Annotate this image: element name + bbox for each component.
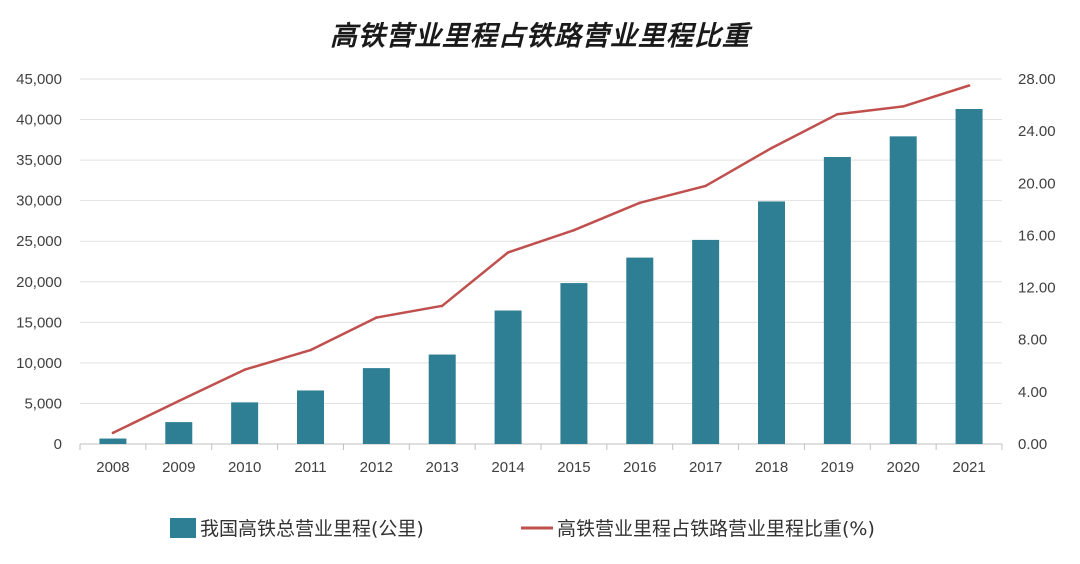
y-left-tick-label: 10,000: [16, 355, 62, 372]
bar: [889, 136, 917, 444]
y-left-tick-label: 25,000: [16, 233, 62, 250]
y-right-tick-label: 24.00: [1018, 123, 1056, 140]
bar: [692, 239, 720, 444]
y-right-tick-label: 12.00: [1018, 280, 1056, 297]
x-tick-label: 2016: [623, 459, 656, 476]
bar-series: [99, 108, 983, 445]
y-right-tick-label: 8.00: [1018, 332, 1047, 349]
grid-lines: [79, 78, 1003, 450]
line-point: [572, 228, 576, 232]
bar: [823, 156, 851, 445]
x-tick-label: 2018: [755, 459, 788, 476]
y-left-tick-label: 0: [54, 436, 62, 453]
x-tick-label: 2021: [952, 459, 985, 476]
bar: [560, 283, 588, 444]
y-right-tick-label: 16.00: [1018, 227, 1056, 244]
line-point: [506, 251, 510, 254]
y-left-tick-label: 30,000: [16, 193, 62, 210]
line-point: [901, 105, 905, 108]
y-right-tick-label: 28.00: [1018, 71, 1056, 88]
line-point: [309, 348, 312, 352]
x-axis: 2008 2009 2010 2011 2012 2013 2014 2015 2016 2017…: [96, 459, 986, 476]
x-tick-label: 2009: [162, 459, 195, 476]
line-point: [704, 184, 707, 188]
x-tick-label: 2019: [821, 459, 854, 476]
x-tick-label: 2011: [294, 459, 326, 476]
legend-bar-label: 我国高铁总营业里程(公里): [200, 518, 424, 540]
y-left-tick-label: 20,000: [16, 274, 62, 291]
chart-title: 高铁营业里程占铁路营业里程比重: [330, 21, 750, 52]
y-left-tick-label: 5,000: [24, 395, 62, 412]
y-right-axis: 0.00 4.00 8.00 12.00 16.00 20.00 24.00 28.00: [1018, 71, 1056, 453]
x-tick-label: 2008: [96, 459, 129, 476]
line-point: [375, 316, 378, 319]
line-point: [177, 399, 181, 403]
legend-line-label: 高铁营业里程占铁路营业里程比重(%): [557, 518, 875, 540]
bar: [231, 402, 259, 444]
line-point: [770, 146, 773, 150]
x-tick-label: 2020: [887, 459, 920, 476]
y-right-tick-label: 0.00: [1018, 436, 1047, 453]
y-left-tick-label: 45,000: [16, 71, 62, 88]
line-point: [967, 84, 971, 87]
bar: [362, 368, 390, 444]
y-left-tick-label: 15,000: [16, 314, 62, 331]
bar: [165, 422, 193, 444]
bar: [626, 257, 654, 444]
y-left-axis: 0 5,000 10,000 15,000 20,000 25,000 30,000 35,0…: [16, 71, 62, 453]
x-tick-label: 2010: [228, 459, 261, 476]
series-line: [112, 84, 970, 435]
bar: [99, 438, 127, 444]
x-tick-label: 2015: [557, 459, 590, 476]
y-right-tick-label: 4.00: [1018, 384, 1047, 401]
y-left-tick-label: 35,000: [16, 152, 62, 169]
bar: [494, 310, 522, 444]
line-point: [243, 368, 246, 371]
x-tick-label: 2012: [360, 459, 393, 476]
x-tick-label: 2014: [491, 459, 524, 476]
x-tick-label: 2013: [426, 459, 459, 476]
bar: [758, 201, 785, 444]
y-right-tick-label: 20.00: [1018, 175, 1056, 192]
bar: [428, 354, 456, 444]
bar: [297, 390, 324, 444]
legend-bar-swatch: [170, 518, 196, 538]
line-point: [638, 201, 642, 205]
bar: [955, 108, 983, 445]
legend: 我国高铁总营业里程(公里) 高铁营业里程占铁路营业里程比重(%): [170, 518, 875, 540]
line-series: [111, 84, 971, 435]
line-point: [836, 112, 839, 116]
line-point: [440, 304, 444, 308]
x-tick-label: 2017: [689, 459, 722, 476]
line-point: [111, 431, 115, 435]
y-left-tick-label: 40,000: [16, 112, 62, 129]
